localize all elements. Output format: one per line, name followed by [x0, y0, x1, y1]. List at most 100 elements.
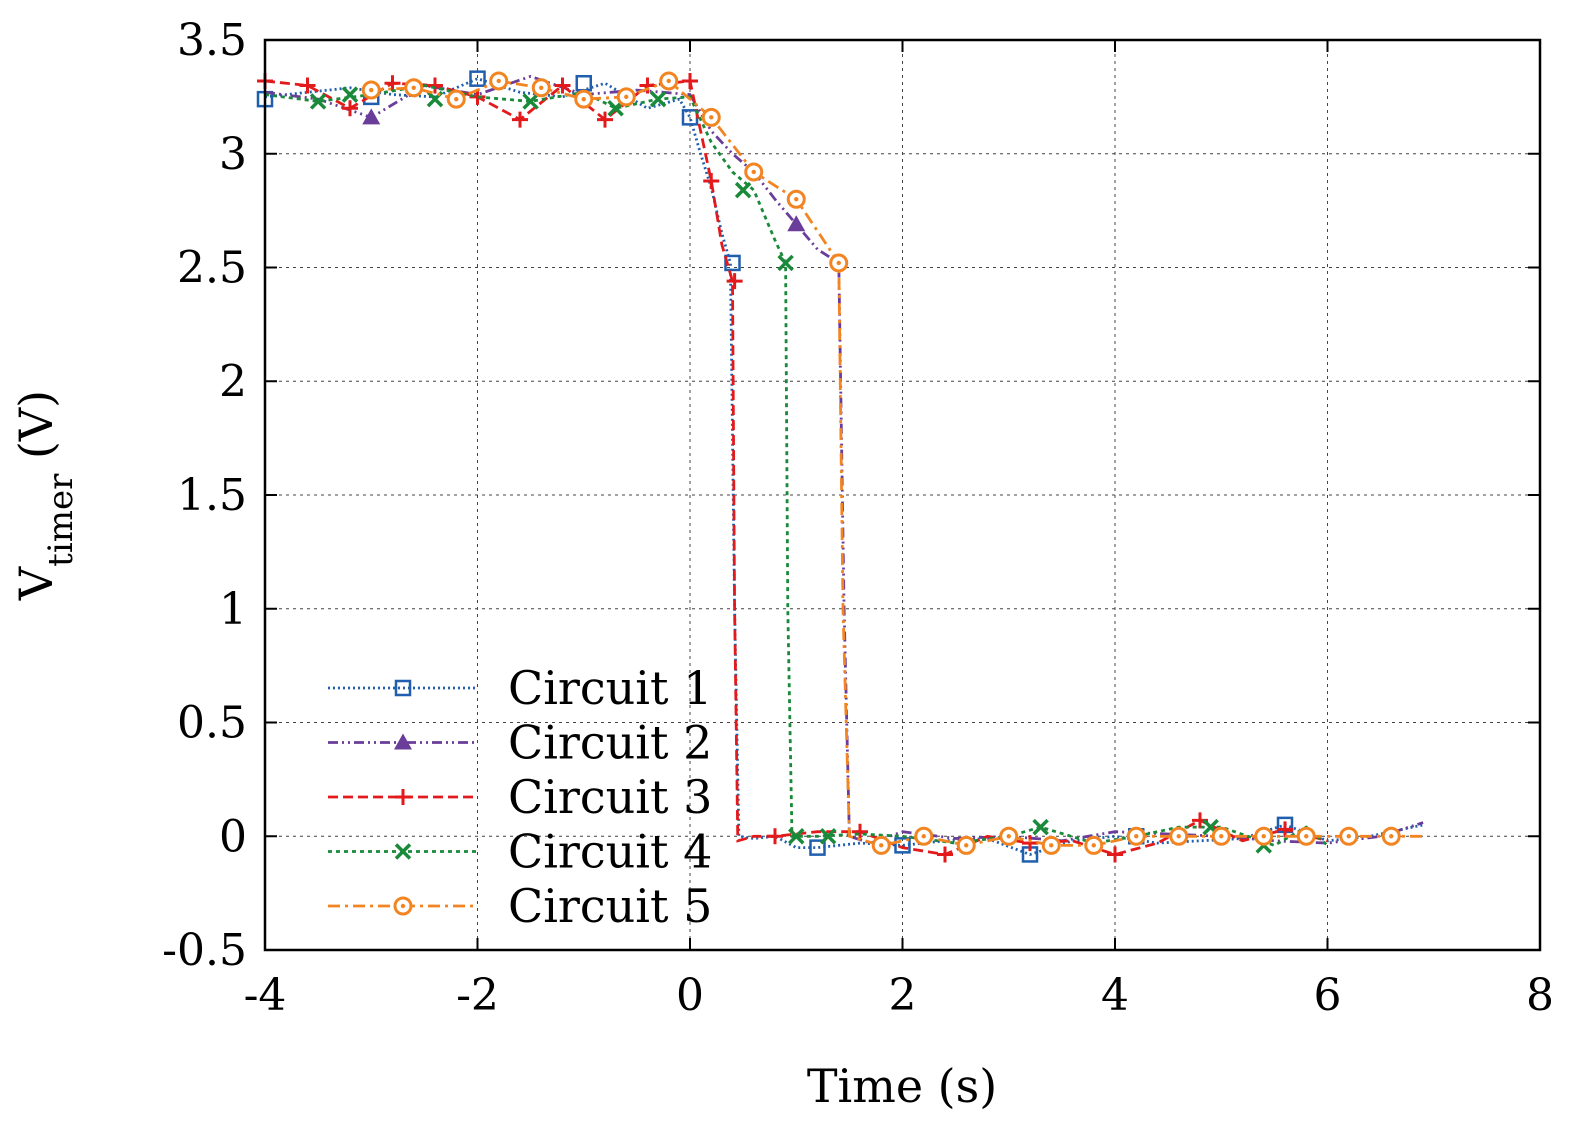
series-3-marker: [597, 111, 613, 128]
series-1-marker: [575, 74, 592, 92]
legend-item-5: Circuit 5: [328, 879, 712, 933]
series-4-marker: [309, 93, 327, 110]
series-1-marker: [469, 70, 486, 87]
y-tick-label: 3: [219, 129, 247, 180]
series-line-5: [371, 79, 1424, 847]
y-tick-label: 3.5: [177, 15, 247, 66]
x-axis-title: Time (s): [807, 1059, 997, 1113]
series-5-marker-dot: [921, 834, 926, 839]
series-4-marker: [819, 828, 837, 845]
series-5-marker-dot: [539, 85, 544, 90]
x-tick-label: 0: [676, 970, 704, 1021]
series-5-marker-dot: [836, 260, 841, 266]
y-tick-label: 0.5: [177, 698, 247, 749]
series-5-marker-dot: [1006, 834, 1011, 839]
x-tick-label: -4: [244, 970, 287, 1021]
series-1-marker: [724, 254, 741, 272]
series-5-marker-dot: [794, 197, 799, 202]
series-4-marker: [734, 181, 752, 199]
y-tick-label: -0.5: [162, 925, 247, 976]
x-tick-label: -2: [456, 970, 499, 1021]
y-axis-title-sub: timer: [41, 473, 81, 567]
series-5-marker-dot: [1346, 834, 1351, 839]
y-tick-label: 0: [219, 811, 247, 862]
x-tick-label: 6: [1314, 970, 1342, 1021]
series-3-marker: [726, 273, 743, 290]
series-5-marker-dot: [1304, 834, 1309, 839]
legend-item-3: Circuit 3: [328, 770, 712, 824]
y-tick-label: 2: [219, 356, 247, 407]
series-line-1: [264, 77, 1424, 856]
series-3-marker: [682, 72, 698, 89]
series-5-marker-dot: [964, 843, 969, 848]
legend-marker: [394, 843, 412, 860]
y-axis-title-unit: (V): [9, 390, 63, 474]
series-3-marker: [639, 77, 656, 94]
series-3-marker: [852, 823, 868, 840]
series-3-marker: [384, 75, 401, 92]
legend-item-2: Circuit 2: [328, 716, 712, 770]
legend-marker: [395, 789, 411, 805]
series-3-marker: [1022, 835, 1038, 852]
series-3-marker: [512, 111, 528, 128]
legend-label: Circuit 3: [508, 770, 712, 824]
legend-label: Circuit 2: [508, 716, 712, 770]
series-5-marker-dot: [1176, 834, 1181, 839]
series-line-4: [264, 84, 1329, 847]
legend-label: Circuit 5: [508, 879, 712, 933]
series-4-marker: [788, 828, 805, 845]
legend-item-4: Circuit 4: [328, 825, 712, 879]
series-5-marker-dot: [751, 169, 756, 175]
series-5-marker-dot: [1091, 843, 1096, 848]
y-axis-title-main: V: [9, 566, 63, 601]
series-5-marker-dot: [709, 115, 714, 120]
series-4-marker: [649, 90, 667, 108]
series-5-marker-dot: [454, 96, 459, 102]
series-5-marker-dot: [666, 78, 671, 84]
series-2-marker: [362, 108, 381, 125]
series-5-marker-dot: [369, 87, 374, 93]
legend-item-1: Circuit 1: [328, 661, 712, 715]
series-4-marker: [777, 254, 794, 272]
series-3-marker: [703, 173, 720, 190]
y-axis-title: Vtimer (V): [9, 390, 81, 601]
series-3-marker: [299, 77, 316, 94]
series-4: [264, 84, 1329, 854]
legend-marker: [394, 679, 412, 697]
x-tick-label: 4: [1101, 970, 1129, 1021]
series-3-marker: [937, 846, 953, 863]
series-2: [264, 74, 1424, 845]
series-5-marker-dot: [411, 85, 416, 90]
series-5-marker-dot: [624, 94, 629, 100]
series-4-marker: [341, 86, 359, 103]
series-5: [361, 71, 1424, 855]
x-tick-label: 8: [1526, 970, 1554, 1021]
series-3-marker: [427, 77, 443, 94]
series-line-3: [264, 79, 1328, 856]
axis-ticks: -4 -2 0 2 4 6 8 -0.5 0 0.5 1 1.5 2 2.5 3 3.5: [162, 15, 1554, 1021]
series-5-marker-dot: [1134, 834, 1139, 839]
series-5-marker-dot: [1389, 834, 1394, 839]
series-2-marker: [787, 215, 806, 232]
y-tick-label: 1: [219, 584, 247, 635]
series-layer: [256, 70, 1424, 863]
series-5-marker-dot: [1261, 834, 1266, 839]
series-4-marker: [522, 93, 539, 110]
legend-marker-dot: [400, 903, 406, 909]
series-3-marker: [767, 828, 783, 845]
x-tick-label: 2: [889, 970, 917, 1021]
legend-marker: [394, 733, 412, 750]
series-3-marker: [342, 100, 358, 117]
series-5-marker-dot: [879, 843, 884, 848]
series-3-marker: [1277, 821, 1293, 838]
grid: [265, 40, 1540, 950]
y-tick-label: 1.5: [177, 470, 247, 521]
series-3-marker: [554, 77, 571, 94]
series-5-marker-dot: [581, 96, 586, 102]
series-5-marker-dot: [1049, 843, 1054, 848]
series-3-marker: [1107, 846, 1123, 863]
legend-label: Circuit 4: [508, 825, 712, 879]
series-line-2: [264, 74, 1424, 845]
y-tick-label: 2.5: [177, 243, 247, 294]
